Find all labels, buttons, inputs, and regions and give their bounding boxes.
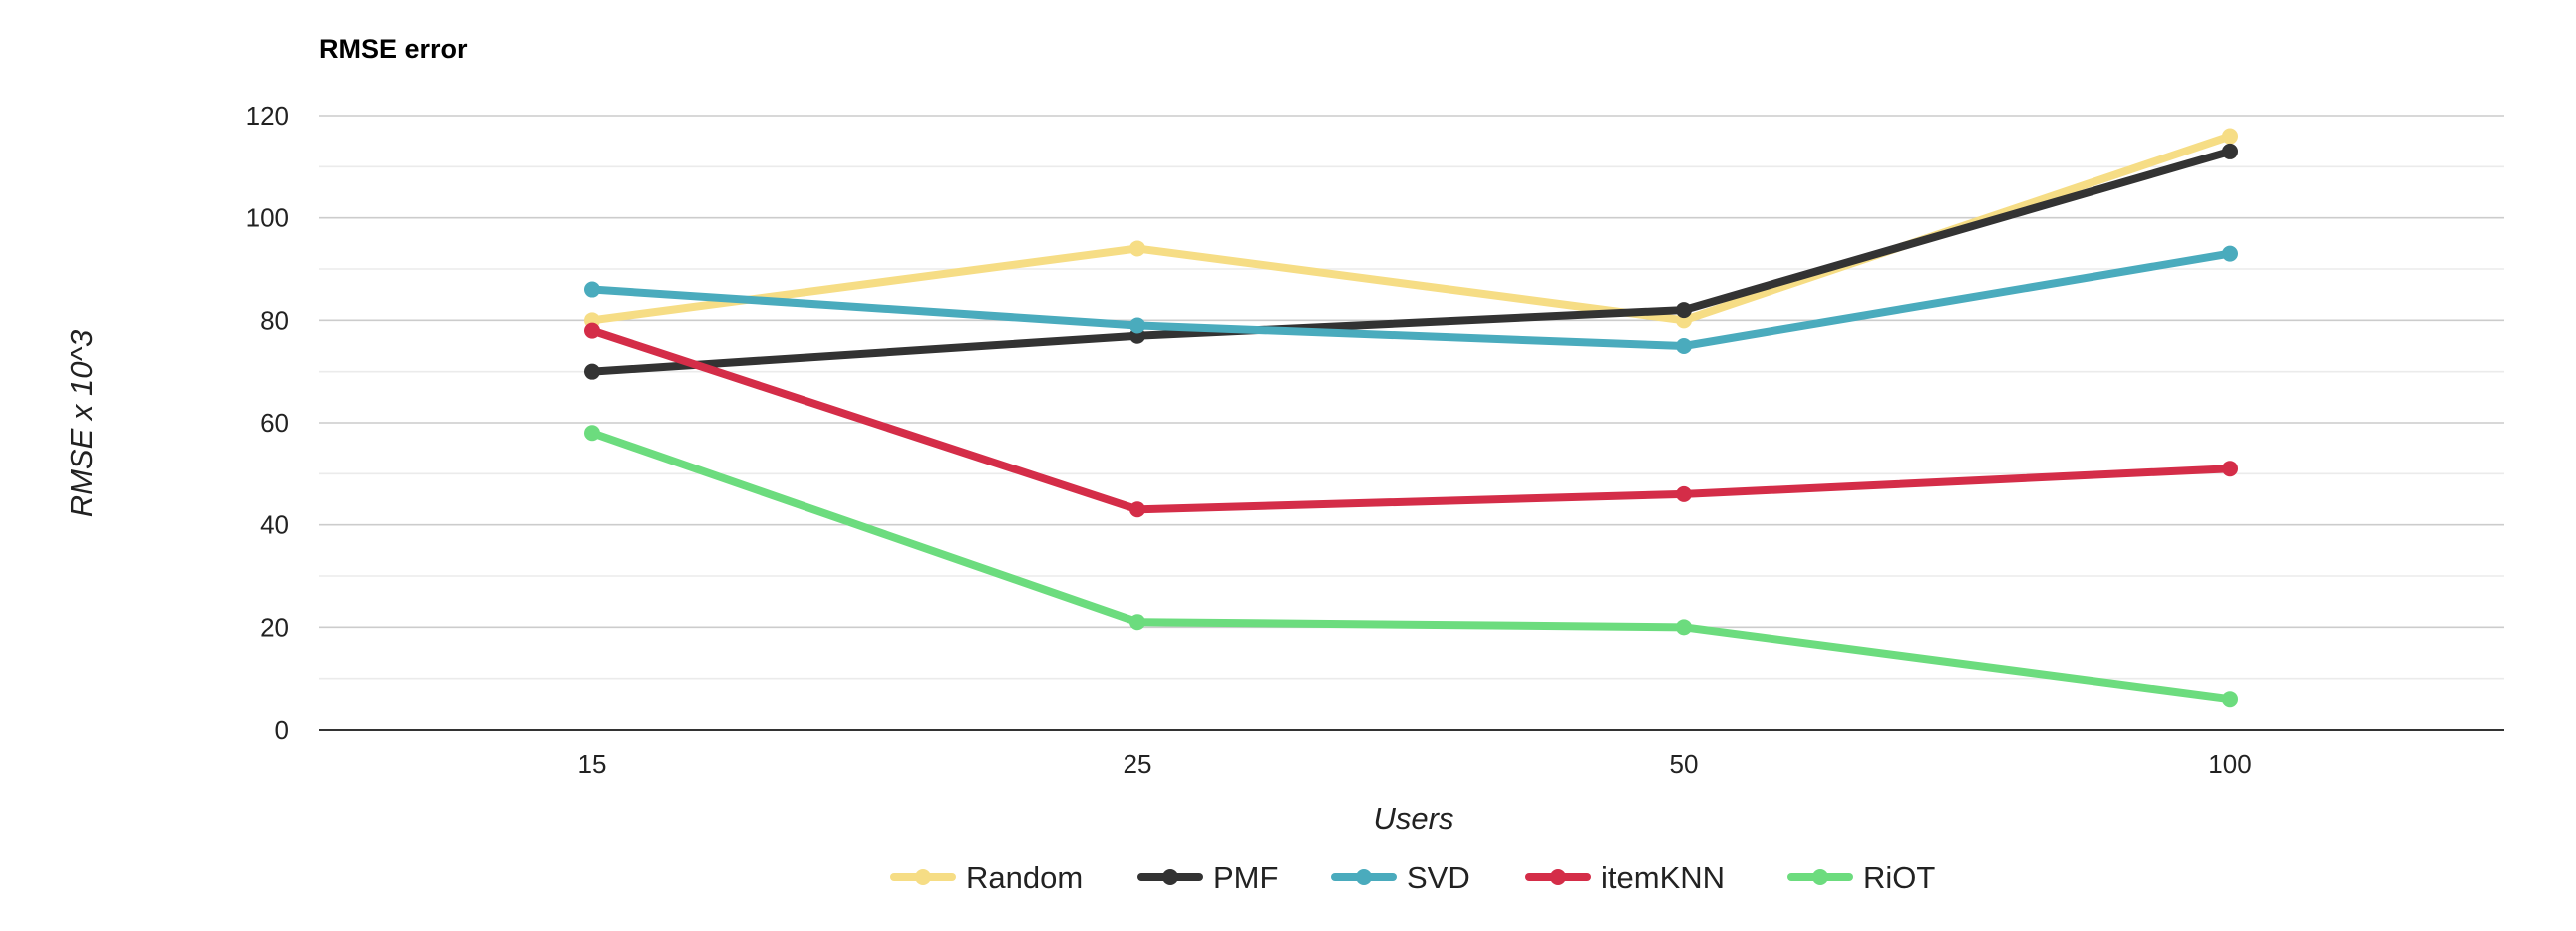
data-point-svd bbox=[1676, 338, 1692, 354]
series-pmf bbox=[584, 143, 2238, 380]
x-tick-label: 25 bbox=[1124, 749, 1152, 778]
data-point-riot bbox=[584, 425, 600, 442]
legend-label-pmf: PMF bbox=[1213, 860, 1278, 895]
series-line-svd bbox=[588, 249, 2234, 350]
data-point-svd bbox=[2222, 245, 2238, 262]
data-point-pmf bbox=[2222, 143, 2238, 159]
series-line-itemknn bbox=[588, 326, 2234, 514]
data-point-riot bbox=[1129, 614, 1145, 631]
data-point-random bbox=[2222, 128, 2238, 145]
legend-marker-itemknn bbox=[1550, 869, 1566, 885]
y-tick-label: 100 bbox=[246, 203, 289, 233]
series-svd bbox=[584, 245, 2238, 354]
data-point-riot bbox=[2222, 691, 2238, 708]
y-axis-ticks: 0 20 40 60 80 100 120 bbox=[246, 101, 289, 745]
legend-label-random: Random bbox=[966, 860, 1083, 895]
legend-marker-riot bbox=[1812, 869, 1828, 885]
legend-label-itemknn: itemKNN bbox=[1601, 860, 1725, 895]
legend-label-riot: RiOT bbox=[1863, 860, 1935, 895]
data-point-svd bbox=[584, 281, 600, 298]
data-point-itemknn bbox=[2222, 461, 2238, 477]
data-point-itemknn bbox=[1129, 501, 1145, 518]
y-tick-label: 20 bbox=[260, 612, 289, 642]
legend-marker-pmf bbox=[1162, 869, 1178, 885]
legend[interactable]: Random PMF SVD itemKNN RiOT bbox=[890, 860, 1935, 895]
x-axis-title: Users bbox=[1374, 801, 1454, 836]
series-itemknn bbox=[584, 322, 2238, 518]
legend-marker-random bbox=[915, 869, 931, 885]
y-axis-title: RMSE x 10^3 bbox=[64, 330, 99, 518]
y-tick-label: 40 bbox=[260, 510, 289, 540]
legend-item-pmf[interactable]: PMF bbox=[1137, 860, 1278, 895]
x-tick-label: 15 bbox=[578, 749, 607, 778]
series-lines bbox=[584, 128, 2238, 708]
legend-marker-svd bbox=[1356, 869, 1372, 885]
legend-item-itemknn[interactable]: itemKNN bbox=[1525, 860, 1725, 895]
grid bbox=[319, 115, 2504, 731]
x-tick-label: 100 bbox=[2208, 749, 2251, 778]
y-tick-label: 60 bbox=[260, 408, 289, 438]
series-line-pmf bbox=[588, 147, 2234, 376]
series-riot bbox=[584, 425, 2238, 708]
legend-item-svd[interactable]: SVD bbox=[1331, 860, 1470, 895]
series-line-riot bbox=[588, 429, 2234, 704]
y-tick-label: 120 bbox=[246, 101, 289, 131]
data-point-pmf bbox=[1676, 302, 1692, 319]
data-point-riot bbox=[1676, 619, 1692, 636]
data-point-random bbox=[1129, 240, 1145, 257]
x-tick-label: 50 bbox=[1670, 749, 1699, 778]
legend-label-svd: SVD bbox=[1407, 860, 1470, 895]
legend-item-random[interactable]: Random bbox=[890, 860, 1083, 895]
data-point-svd bbox=[1129, 317, 1145, 334]
data-point-pmf bbox=[584, 363, 600, 380]
chart-title: RMSE error bbox=[319, 34, 468, 64]
data-point-itemknn bbox=[584, 322, 600, 339]
data-point-itemknn bbox=[1676, 485, 1692, 502]
y-tick-label: 80 bbox=[260, 305, 289, 335]
y-tick-label: 0 bbox=[275, 715, 289, 745]
legend-item-riot[interactable]: RiOT bbox=[1787, 860, 1935, 895]
x-axis-ticks: 15 25 50 100 bbox=[578, 749, 2252, 778]
